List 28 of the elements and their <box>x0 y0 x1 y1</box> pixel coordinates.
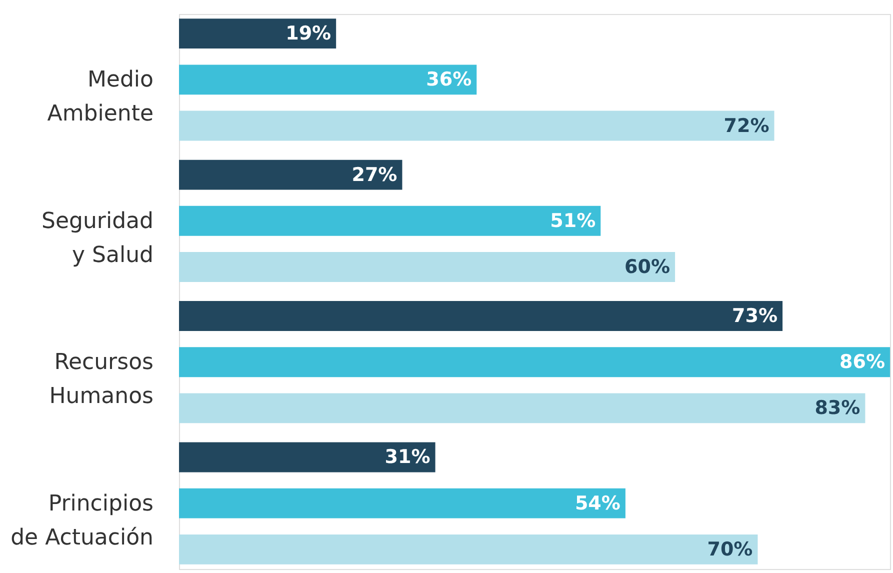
bar <box>179 160 402 190</box>
data-label: 73% <box>732 305 778 328</box>
bar <box>179 442 436 472</box>
bar <box>179 110 774 141</box>
bar <box>179 301 783 332</box>
y-tick-label: Recursos Humanos <box>49 350 154 410</box>
data-label: 19% <box>286 22 332 45</box>
data-label: 31% <box>384 446 430 468</box>
data-label: 36% <box>426 68 472 91</box>
bar <box>179 347 890 378</box>
data-label: 54% <box>574 492 620 514</box>
bar <box>179 393 866 424</box>
data-label: 83% <box>814 397 860 420</box>
data-label: 27% <box>352 164 398 186</box>
bar <box>179 18 336 49</box>
bar <box>179 206 601 236</box>
bar <box>179 64 477 95</box>
data-label: 86% <box>840 351 885 374</box>
data-label: 51% <box>550 210 596 232</box>
data-label: 60% <box>624 256 670 278</box>
y-tick-label: Principios de Actuación <box>10 491 154 550</box>
bar <box>179 252 676 282</box>
y-tick-label: Medio Ambiente <box>47 68 154 127</box>
y-tick-label: Seguridad y Salud <box>42 208 154 268</box>
bar <box>179 534 758 564</box>
bar <box>179 488 626 518</box>
data-label: 72% <box>724 114 770 137</box>
data-label: 70% <box>707 538 753 560</box>
